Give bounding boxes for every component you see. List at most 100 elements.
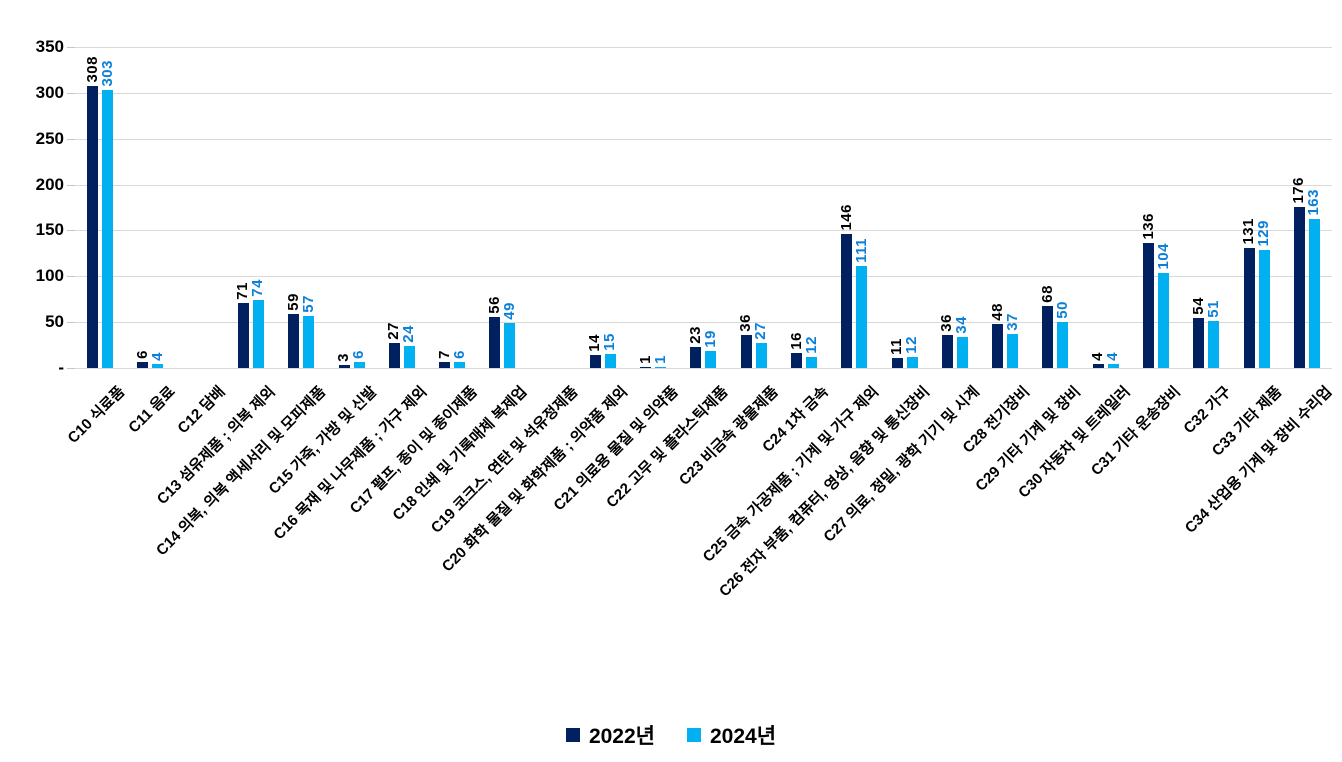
value-label-2024년: 104	[1154, 243, 1172, 270]
value-label-2022년: 136	[1139, 213, 1157, 240]
bar-2022년	[941, 335, 953, 368]
value-label-2022년: 56	[485, 296, 503, 314]
bar-2024년	[705, 351, 717, 368]
gridline	[75, 138, 1332, 140]
value-label-2024년: 50	[1053, 301, 1071, 319]
value-label-2022년: 146	[837, 204, 855, 231]
x-axis-category-label: C11 음료	[125, 383, 179, 437]
bar-2022년	[1293, 207, 1305, 368]
bar-group	[1282, 47, 1332, 368]
value-label-2024년: 19	[702, 330, 719, 348]
y-axis-tick	[67, 322, 75, 324]
value-label-2024년: 6	[350, 350, 368, 359]
bar-2024년	[353, 362, 365, 368]
bar-2022년	[841, 234, 853, 368]
bar-2024년	[1308, 219, 1320, 368]
legend-label: 2022년	[588, 725, 655, 748]
bar-group	[427, 47, 477, 368]
bar-2022년	[137, 362, 149, 368]
y-axis-tick	[67, 368, 75, 369]
bar-2024년	[604, 354, 616, 368]
legend-swatch-2024년	[687, 728, 701, 742]
value-label-2024년: 12	[802, 336, 820, 354]
legend-item: 2024년	[687, 720, 776, 750]
value-label-2024년: 34	[953, 316, 971, 334]
bar-group	[226, 47, 276, 368]
value-label-2022년: 68	[1038, 285, 1056, 303]
bar-2024년	[303, 316, 315, 368]
bar-2022년	[640, 367, 652, 368]
bar-2022년	[489, 317, 501, 368]
bar-2024년	[755, 343, 767, 368]
bar-group	[729, 47, 779, 368]
value-label-2022년: 48	[988, 303, 1006, 321]
bar-group	[1030, 47, 1080, 368]
y-axis-tick	[67, 184, 75, 186]
y-axis-tick-label: 250	[35, 128, 64, 148]
bar-2022년	[338, 365, 350, 368]
bar-2022년	[791, 353, 803, 368]
bar-group	[125, 47, 175, 368]
legend-item: 2022년	[565, 720, 655, 750]
bar-2024년	[152, 364, 164, 368]
value-label-2022년: 16	[787, 332, 805, 350]
bar-2022년	[740, 335, 752, 368]
y-axis-tick-label: 350	[35, 37, 64, 56]
bar-group	[578, 47, 628, 368]
bar-group	[176, 47, 226, 368]
value-label-2022년: 1	[636, 355, 654, 364]
bar-2024년	[1007, 334, 1019, 368]
value-label-2024년: 49	[500, 302, 518, 320]
value-label-2022년: 6	[133, 350, 151, 359]
x-axis-category-label: C31 기타 운송장비	[1088, 383, 1185, 480]
y-axis-tick	[67, 138, 75, 140]
value-label-2022년: 3	[335, 353, 353, 362]
bar-group	[377, 47, 427, 368]
gridline	[75, 184, 1332, 186]
plot-area: 308 303 6 4 71 74 59 57 3 6 27 24 7 6 56 49 14 15 1 1 23 19 36…	[67, 47, 1332, 369]
value-label-2024년: 111	[852, 238, 870, 263]
value-label-2024년: 37	[1003, 313, 1021, 331]
gridline	[75, 47, 1332, 48]
bar-2024년	[906, 357, 918, 368]
bar-2024년	[252, 300, 264, 368]
value-label-2022년: 54	[1189, 297, 1207, 315]
bar-group	[1081, 47, 1131, 368]
value-label-2022년: 7	[435, 350, 453, 359]
value-label-2022년: 308	[83, 56, 101, 83]
bar-2022년	[992, 324, 1004, 368]
bar-2022년	[690, 347, 702, 368]
bar-group	[1131, 47, 1181, 368]
value-label-2024년: 163	[1305, 189, 1323, 216]
bar-2022년	[589, 355, 601, 368]
bar-2024년	[1158, 273, 1169, 368]
bar-2024년	[856, 266, 868, 368]
y-axis-tick-label: 50	[45, 312, 64, 332]
bar-group	[1231, 47, 1281, 368]
gridline	[75, 368, 1332, 369]
bar-2024년	[454, 362, 466, 368]
bar-group	[326, 47, 376, 368]
bar-group	[1181, 47, 1231, 368]
value-label-2024년: 1	[651, 355, 669, 364]
bar-group	[276, 47, 326, 368]
bar-2024년	[1208, 321, 1220, 368]
bar-2024년	[1258, 250, 1270, 368]
bar-2022년	[288, 314, 300, 368]
bar-group	[528, 47, 578, 368]
bar-2024년	[1057, 322, 1069, 368]
value-label-2024년: 27	[752, 322, 770, 340]
value-label-2022년: 131	[1240, 218, 1258, 245]
y-axis-tick-label: -	[58, 358, 64, 377]
y-axis-tick-label: 150	[35, 220, 64, 240]
bar-group	[75, 47, 125, 368]
legend: 2022년 2024년	[0, 720, 1342, 750]
bar-2022년	[1243, 248, 1255, 368]
value-label-2024년: 51	[1204, 300, 1222, 318]
y-axis-tick-label: 300	[35, 82, 64, 102]
value-label-2024년: 57	[299, 295, 317, 313]
value-label-2024년: 15	[601, 333, 619, 351]
value-label-2024년: 6	[450, 350, 468, 359]
value-label-2024년: 4	[1104, 352, 1122, 361]
bar-2024년	[102, 90, 114, 368]
